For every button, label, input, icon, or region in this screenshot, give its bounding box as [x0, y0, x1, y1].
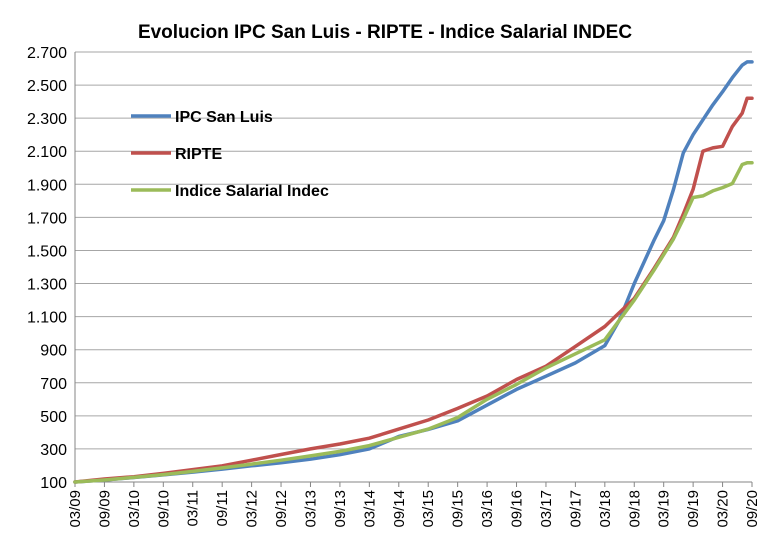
x-tick-label: 03/10: [126, 490, 143, 528]
y-tick-label: 1.300: [27, 277, 67, 294]
legend: IPC San Luis RIPTE Indice Salarial Indec: [131, 109, 329, 200]
x-tick-label: 09/18: [626, 490, 643, 528]
x-tick-label: 09/10: [155, 490, 172, 528]
x-tick-label: 03/17: [538, 490, 555, 528]
y-tick-label: 1.500: [27, 243, 67, 260]
x-tick-label: 09/19: [685, 490, 702, 528]
x-tick-label: 09/12: [273, 490, 290, 528]
x-tick-label: 03/15: [420, 490, 437, 528]
legend-label: RIPTE: [175, 146, 222, 163]
x-tick-label: 09/09: [96, 490, 113, 528]
x-tick-label: 03/14: [361, 490, 378, 528]
y-tick-label: 2.500: [27, 78, 67, 95]
series-line-indice-salarial-indec: [73, 161, 754, 484]
series-line-ripte: [73, 96, 754, 484]
y-tick-label: 2.100: [27, 144, 67, 161]
legend-label: Indice Salarial Indec: [175, 183, 329, 200]
y-tick-label: 700: [40, 376, 67, 393]
x-tick-label: 03/19: [656, 490, 673, 528]
x-tick-label: 03/11: [185, 490, 202, 526]
x-axis-tick-labels: 03/09 09/09 03/10 09/10 03/11 09/11 03/12 09/12…: [67, 490, 761, 528]
x-tick-label: 09/20: [744, 490, 761, 528]
x-tick-label: 03/12: [244, 490, 261, 528]
y-tick-label: 900: [40, 343, 67, 360]
series-lines: [73, 60, 754, 484]
gridlines: [75, 51, 752, 483]
y-tick-label: 500: [40, 409, 67, 426]
y-tick-label: 100: [40, 475, 67, 492]
x-tick-label: 03/20: [715, 490, 732, 528]
chart-title: Evolucion IPC San Luis - RIPTE - Indice …: [138, 22, 632, 43]
y-tick-label: 300: [40, 442, 67, 459]
y-tick-label: 1.900: [27, 177, 67, 194]
y-axis-tick-labels: 100 300 500 700 900 1.100 1.300 1.500 1.700 1.900…: [27, 45, 67, 492]
x-tick-label: 09/13: [332, 490, 349, 528]
x-tick-label: 09/15: [450, 490, 467, 528]
x-tick-label: 09/14: [391, 490, 408, 528]
x-tick-label: 03/13: [302, 490, 319, 528]
y-tick-label: 1.100: [27, 310, 67, 327]
x-tick-label: 09/16: [509, 490, 526, 528]
x-tick-label: 09/17: [567, 490, 584, 528]
y-tick-label: 2.700: [27, 45, 67, 62]
y-tick-label: 1.700: [27, 210, 67, 227]
x-tick-label: 03/18: [597, 490, 614, 528]
y-tick-label: 2.300: [27, 111, 67, 128]
x-tick-label: 09/11: [214, 490, 231, 526]
legend-label: IPC San Luis: [175, 109, 273, 126]
axes: [74, 52, 753, 487]
x-tick-label: 03/09: [67, 490, 84, 528]
x-tick-label: 03/16: [479, 490, 496, 528]
